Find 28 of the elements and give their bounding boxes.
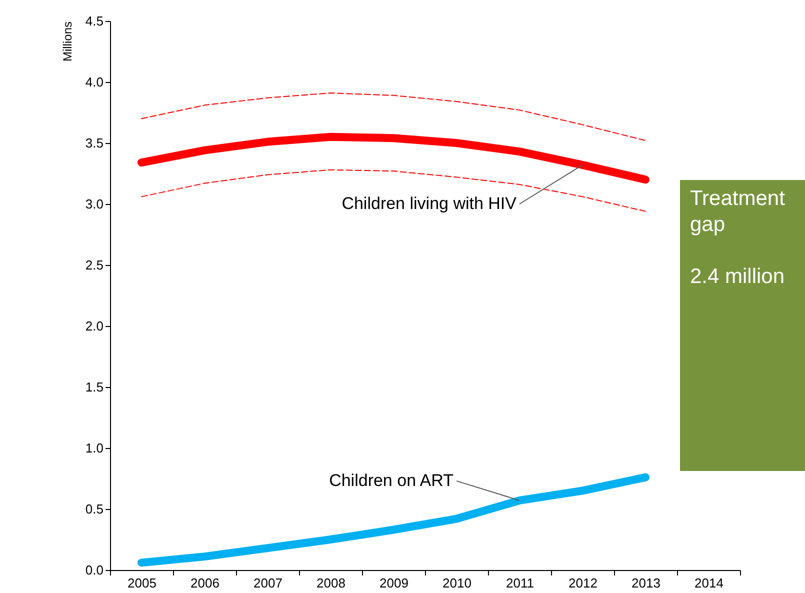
x-tick-label: 2010 bbox=[442, 576, 472, 590]
x-tick-label: 2009 bbox=[380, 576, 408, 590]
y-tick-label: 3.5 bbox=[85, 136, 104, 150]
y-tick-label: 1.5 bbox=[85, 380, 104, 394]
line-series bbox=[141, 92, 646, 142]
y-tick-label: 0.5 bbox=[85, 502, 104, 516]
x-tick-label: 2014 bbox=[694, 576, 724, 590]
text: Children living with HIV bbox=[342, 194, 518, 213]
y-tick-label: 1.0 bbox=[85, 440, 104, 456]
y-tick-label: 2.5 bbox=[85, 258, 104, 272]
line-series bbox=[141, 169, 646, 212]
x-tick-label: 2005 bbox=[128, 576, 156, 590]
x-tick-label: 2011 bbox=[506, 576, 534, 590]
x-tick-label: 2013 bbox=[632, 576, 660, 590]
y-tick-label: 2.0 bbox=[85, 318, 104, 334]
annotation: Treatment gap bbox=[690, 186, 786, 238]
y-tick-label: 3.0 bbox=[85, 196, 104, 212]
gap-box: Treatment gap 2.4 million bbox=[680, 180, 805, 471]
x-tick-label: 2008 bbox=[316, 576, 346, 590]
y-tick-label: 4.0 bbox=[85, 74, 104, 90]
x-tick-label: 2007 bbox=[254, 576, 282, 590]
y-tick-label: 4.5 bbox=[85, 14, 104, 28]
x-tick-label: 2012 bbox=[568, 576, 598, 590]
y-axis-title: Millions bbox=[60, 22, 74, 62]
series-label: Children on ART bbox=[329, 470, 454, 490]
y-tick-label: 0.0 bbox=[85, 562, 104, 578]
x-tick-label: 2006 bbox=[190, 576, 220, 590]
annotation: 2.4 million bbox=[690, 264, 786, 290]
